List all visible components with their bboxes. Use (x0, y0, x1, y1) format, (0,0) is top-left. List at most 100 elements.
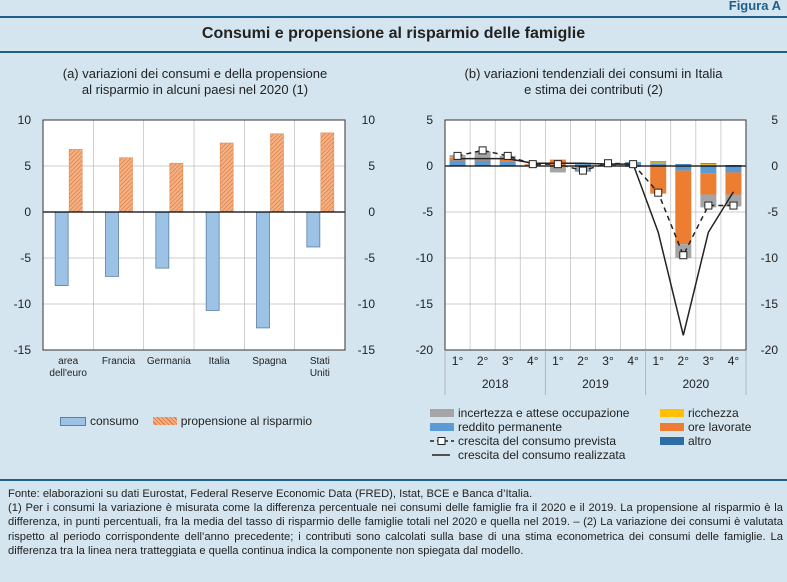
bar-segment (650, 166, 667, 194)
chart-b-subtitle-line2: e stima dei contributi (2) (524, 82, 663, 97)
bar-segment (725, 194, 742, 207)
x-quarter-label: 4° (627, 354, 639, 368)
line-prevista (457, 149, 734, 258)
bar-consumo (306, 211, 321, 248)
x-year-label: 2020 (682, 377, 709, 391)
bar-consumo (205, 211, 220, 311)
bar-segment (725, 166, 742, 173)
marker-prevista (679, 251, 688, 260)
y-tick-left: 10 (18, 113, 32, 127)
chart-a-legend: consumo propensione al risparmio (60, 414, 312, 428)
legend-label: incertezza e attese occupazione (458, 406, 630, 420)
y-tick-left: 0 (426, 159, 433, 173)
legend-item-realizzata: crescita del consumo realizzata (430, 448, 629, 462)
legend-item-consumo: consumo (60, 414, 139, 428)
title-rule (0, 51, 787, 53)
legend-label: crescita del consumo prevista (458, 434, 617, 448)
bar-segment (574, 164, 591, 166)
x-category-label: Germania (147, 356, 191, 367)
marker-prevista (604, 159, 613, 168)
marker-prevista (654, 188, 663, 197)
top-rule (0, 16, 787, 18)
x-quarter-label: 1° (552, 354, 564, 368)
bar-segment (700, 163, 717, 165)
y-tick-right: -10 (358, 297, 376, 311)
legend-swatch-ore (660, 423, 684, 431)
marker-prevista (704, 201, 713, 210)
x-quarter-label: 2° (577, 354, 589, 368)
legend-label: crescita del consumo realizzata (458, 448, 626, 462)
x-category-label: Stati (310, 356, 330, 367)
x-category-label: Spagna (252, 356, 287, 367)
y-tick-right: 0 (368, 205, 375, 219)
marker-prevista (478, 146, 487, 155)
bar-segment (549, 166, 566, 173)
chart-a-subtitle-line2: al risparmio in alcuni paesi nel 2020 (1… (81, 82, 309, 97)
bar-segment (675, 170, 692, 245)
legend-label: reddito permanente (458, 420, 563, 434)
y-tick-right: -5 (364, 251, 375, 265)
x-category-label: area (58, 356, 78, 367)
bar-propensione (119, 157, 133, 213)
y-tick-right: -15 (358, 343, 376, 357)
y-tick-left: 5 (24, 159, 31, 173)
x-quarter-label: 4° (527, 354, 539, 368)
y-tick-left: -20 (416, 343, 434, 357)
marker-prevista (453, 151, 462, 160)
marker-prevista (553, 160, 562, 169)
y-tick-right: -5 (767, 205, 778, 219)
bar-segment (449, 160, 466, 166)
bar-consumo (155, 211, 170, 269)
x-category-label: Uniti (310, 368, 330, 379)
y-tick-right: 10 (362, 113, 376, 127)
notes-rule (0, 479, 787, 481)
notes-text: (1) Per i consumi la variazione è misura… (8, 502, 783, 557)
plot-frame (444, 119, 747, 351)
legend-item-prevista: crescita del consumo prevista (430, 434, 629, 448)
legend-label: ore lavorate (688, 420, 752, 434)
bar-consumo (105, 211, 119, 277)
legend-swatch-consumo (60, 416, 86, 426)
y-tick-left: -15 (14, 343, 32, 357)
legend-swatch-realizzata (432, 454, 450, 456)
bar-segment (700, 164, 717, 166)
bar-segment (474, 159, 491, 161)
bar-segment (675, 166, 692, 171)
legend-label: altro (688, 434, 712, 448)
legend-swatch-propensione (152, 417, 177, 425)
legend-swatch-altro (660, 437, 684, 445)
x-quarter-label: 1° (652, 354, 664, 368)
legend-item-ore: ore lavorate (660, 420, 751, 434)
y-tick-right: -15 (761, 297, 779, 311)
bar-segment (474, 151, 491, 160)
chart-b-subtitle-line1: (b) variazioni tendenziali dei consumi i… (464, 66, 723, 81)
marker-prevista (578, 166, 587, 175)
bar-segment (725, 172, 742, 195)
bar-segment (474, 160, 491, 166)
x-quarter-label: 4° (728, 354, 740, 368)
marker-prevista (629, 160, 638, 169)
legend-label: propensione al risparmio (180, 414, 313, 428)
bar-consumo (256, 211, 270, 329)
bar-segment (499, 161, 516, 166)
legend-item-altro: altro (660, 434, 751, 448)
x-quarter-label: 1° (452, 354, 464, 368)
bar-propensione (219, 142, 234, 213)
bar-segment (700, 166, 717, 174)
notes-source: Fonte: elaborazioni su dati Eurostat, Fe… (8, 488, 533, 500)
chart-a-subtitle: (a) variazioni dei consumi e della prope… (0, 66, 390, 98)
marker-prevista (528, 160, 537, 169)
y-tick-left: -5 (20, 251, 31, 265)
legend-label: consumo (90, 414, 139, 428)
y-tick-left: -10 (14, 297, 32, 311)
bar-propensione (320, 132, 335, 213)
legend-swatch-ricchezza (660, 409, 684, 417)
marker-prevista (729, 201, 738, 210)
bar-segment (650, 163, 667, 166)
x-category-label: Francia (102, 356, 136, 367)
marker-prevista (503, 151, 512, 160)
legend-swatch-incertezza (430, 409, 454, 417)
y-tick-left: -15 (416, 297, 434, 311)
